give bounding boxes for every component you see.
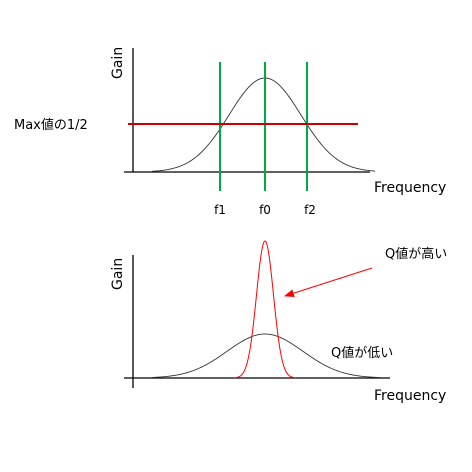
bottom-y-axis-label: Gain: [110, 258, 126, 290]
top-y-axis-label: Gain: [110, 47, 126, 79]
high-q-curve: [233, 240, 297, 379]
bottom-x-axis-label: Frequency: [374, 388, 446, 404]
low-q-curve: [151, 333, 381, 378]
low-q-label: Q値が低い: [331, 345, 393, 361]
high-q-label: Q値が高い: [385, 246, 447, 262]
f1-label: f1: [214, 203, 226, 217]
top-response-curve: [151, 77, 376, 172]
top-x-axis-label: Frequency: [374, 180, 446, 196]
high-q-arrow: [284, 267, 373, 298]
half-max-label: Max値の1/2: [14, 117, 88, 133]
bottom-diagram: Gain Frequency Q値が高い Q値が低い: [110, 240, 447, 404]
top-diagram: Gain Frequency Max値の1/2 f1 f0 f2: [14, 47, 446, 217]
f0-label: f0: [259, 203, 271, 217]
f2-label: f2: [304, 203, 316, 217]
